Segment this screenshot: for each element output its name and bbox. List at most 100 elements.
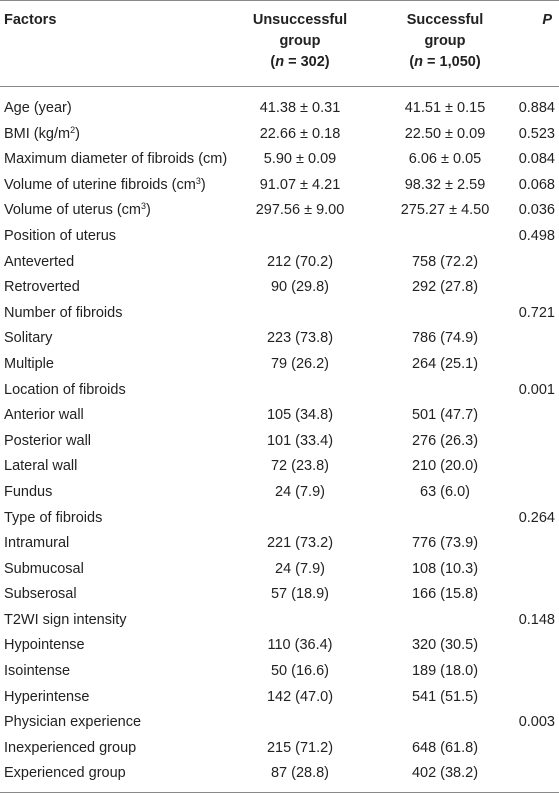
cell-unsuccessful: 101 (33.4) — [266, 432, 334, 449]
cell-successful: 648 (61.8) — [411, 739, 479, 756]
cell-factor: Age (year) — [4, 96, 72, 122]
cell-factor-text: T2WI sign intensity — [4, 611, 127, 628]
header-unsuccessful-n-var: n — [275, 54, 285, 70]
cell-p-value: 0.068 — [518, 176, 555, 193]
table-row: Physician experience 0.003 — [0, 710, 559, 736]
cell-factor-text: Intramural — [4, 535, 70, 552]
cell-factor: Fundus — [4, 480, 52, 506]
cell-successful: 402 (38.2) — [411, 765, 479, 782]
header-successful-line2: group — [424, 33, 466, 49]
cell-factor-text: Experienced group — [4, 765, 126, 782]
table-row: Lateral wall 72 (23.8) 210 (20.0) — [0, 454, 559, 480]
cell-successful: 786 (74.9) — [411, 330, 479, 347]
cell-factor: Posterior wall — [4, 429, 91, 455]
table-row: Multiple 79 (26.2) 264 (25.1) — [0, 352, 559, 378]
cell-factor: Position of uterus — [4, 224, 116, 250]
cell-unsuccessful: 24 (7.9) — [275, 560, 325, 577]
table-row: Fundus 24 (7.9) 63 (6.0) — [0, 480, 559, 506]
cell-unsuccessful: 223 (73.8) — [266, 330, 334, 347]
cell-factor-text: Volume of uterus (cm — [4, 202, 141, 219]
header-successful-line1: Successful — [406, 12, 484, 28]
header-unsuccessful-line2: group — [279, 33, 321, 49]
cell-p-value: 0.721 — [518, 304, 555, 321]
table-row: Experienced group 87 (28.8) 402 (38.2) — [0, 761, 559, 787]
header-factors: Factors — [4, 12, 57, 28]
cell-unsuccessful: 297.56 ± 9.00 — [255, 202, 345, 219]
header-unsuccessful-n: (n = 302) — [230, 52, 370, 73]
cell-factor: Hypointense — [4, 633, 85, 659]
cell-p-value: 0.264 — [518, 509, 555, 526]
cell-factor-text: Number of fibroids — [4, 304, 123, 321]
cell-p-value: 0.001 — [518, 381, 555, 398]
table-body: Age (year) 41.38 ± 0.31 41.51 ± 0.15 0.884 B… — [0, 96, 559, 787]
header-successful-n-open: ( — [409, 54, 415, 70]
cell-p-value: 0.003 — [518, 714, 555, 731]
cell-unsuccessful: 87 (28.8) — [270, 765, 330, 782]
cell-factor-text: Maximum diameter of fibroids (cm) — [4, 151, 228, 168]
cell-factor: Type of fibroids — [4, 506, 102, 532]
cell-factor-suffix: ) — [75, 125, 80, 142]
cell-successful: 108 (10.3) — [411, 560, 479, 577]
cell-factor: Subserosal — [4, 582, 77, 608]
cell-unsuccessful: 41.38 ± 0.31 — [259, 100, 341, 116]
cell-p-value: 0.036 — [518, 202, 555, 219]
cell-successful: 22.50 ± 0.09 — [404, 125, 486, 142]
cell-successful: 276 (26.3) — [411, 432, 479, 449]
table-row: Maximum diameter of fibroids (cm) 5.90 ± … — [0, 147, 559, 173]
cell-p-value: 0.498 — [518, 227, 555, 244]
table-row: Location of fibroids 0.001 — [0, 378, 559, 404]
table-bottom-rule — [0, 792, 559, 793]
header-unsuccessful-n-open: ( — [270, 54, 276, 70]
cell-factor-text: Inexperienced group — [4, 739, 137, 756]
cell-factor: Volume of uterine fibroids (cm3) — [4, 173, 206, 199]
cell-factor: T2WI sign intensity — [4, 608, 127, 634]
cell-factor: Location of fibroids — [4, 378, 126, 404]
cell-factor: Number of fibroids — [4, 301, 122, 327]
cell-factor-text: BMI (kg/m — [4, 125, 71, 142]
table-row: BMI (kg/m2) 22.66 ± 0.18 22.50 ± 0.09 0.523 — [0, 122, 559, 148]
header-successful-group: Successful group (n = 1,050) — [375, 10, 515, 73]
cell-factor: Experienced group — [4, 761, 126, 787]
table-row: Solitary 223 (73.8) 786 (74.9) — [0, 326, 559, 352]
cell-factor-text: Hypointense — [4, 637, 85, 654]
cell-factor-text: Volume of uterine fibroids (cm — [4, 176, 196, 193]
cell-successful: 41.51 ± 0.15 — [404, 100, 486, 116]
cell-factor-text: Posterior wall — [4, 432, 92, 449]
cell-unsuccessful: 142 (47.0) — [266, 688, 334, 705]
table-row: Submucosal 24 (7.9) 108 (10.3) — [0, 557, 559, 583]
cell-unsuccessful: 57 (18.9) — [270, 586, 330, 603]
cell-unsuccessful: 79 (26.2) — [270, 355, 330, 372]
table-top-rule — [0, 0, 559, 1]
table-row: Volume of uterus (cm3) 297.56 ± 9.00 275.2… — [0, 198, 559, 224]
cell-factor: Retroverted — [4, 275, 80, 301]
table-row: Number of fibroids 0.721 — [0, 301, 559, 327]
table-row: Intramural 221 (73.2) 776 (73.9) — [0, 531, 559, 557]
cell-factor-text: Anteverted — [4, 253, 75, 270]
cell-factor-text: Solitary — [4, 330, 53, 347]
cell-factor-text: Submucosal — [4, 560, 84, 577]
header-successful-n-var: n — [414, 54, 424, 70]
table-row: Anterior wall 105 (34.8) 501 (47.7) — [0, 403, 559, 429]
cell-factor-text: Retroverted — [4, 279, 80, 296]
cell-factor-text: Hyperintense — [4, 688, 90, 705]
table-row: Position of uterus 0.498 — [0, 224, 559, 250]
header-unsuccessful-n-rest: = 302) — [284, 54, 330, 70]
cell-factor-text: Location of fibroids — [4, 381, 126, 398]
cell-factor-text: Subserosal — [4, 586, 77, 603]
cell-successful: 292 (27.8) — [411, 279, 479, 296]
cell-unsuccessful: 110 (36.4) — [267, 637, 333, 654]
table-row: Isointense 50 (16.6) 189 (18.0) — [0, 659, 559, 685]
cell-factor: Multiple — [4, 352, 54, 378]
cell-factor-text: Age (year) — [4, 100, 72, 116]
cell-factor: BMI (kg/m2) — [4, 122, 80, 148]
cell-factor: Intramural — [4, 531, 69, 557]
header-successful-n: (n = 1,050) — [375, 52, 515, 73]
cell-factor-superscript: 3 — [141, 201, 147, 212]
cell-factor-text: Multiple — [4, 355, 54, 372]
cell-factor: Lateral wall — [4, 454, 77, 480]
header-unsuccessful-group: Unsuccessful group (n = 302) — [230, 10, 370, 73]
cell-factor: Submucosal — [4, 557, 84, 583]
header-unsuccessful-line1: Unsuccessful — [252, 12, 348, 28]
cell-factor: Anterior wall — [4, 403, 84, 429]
